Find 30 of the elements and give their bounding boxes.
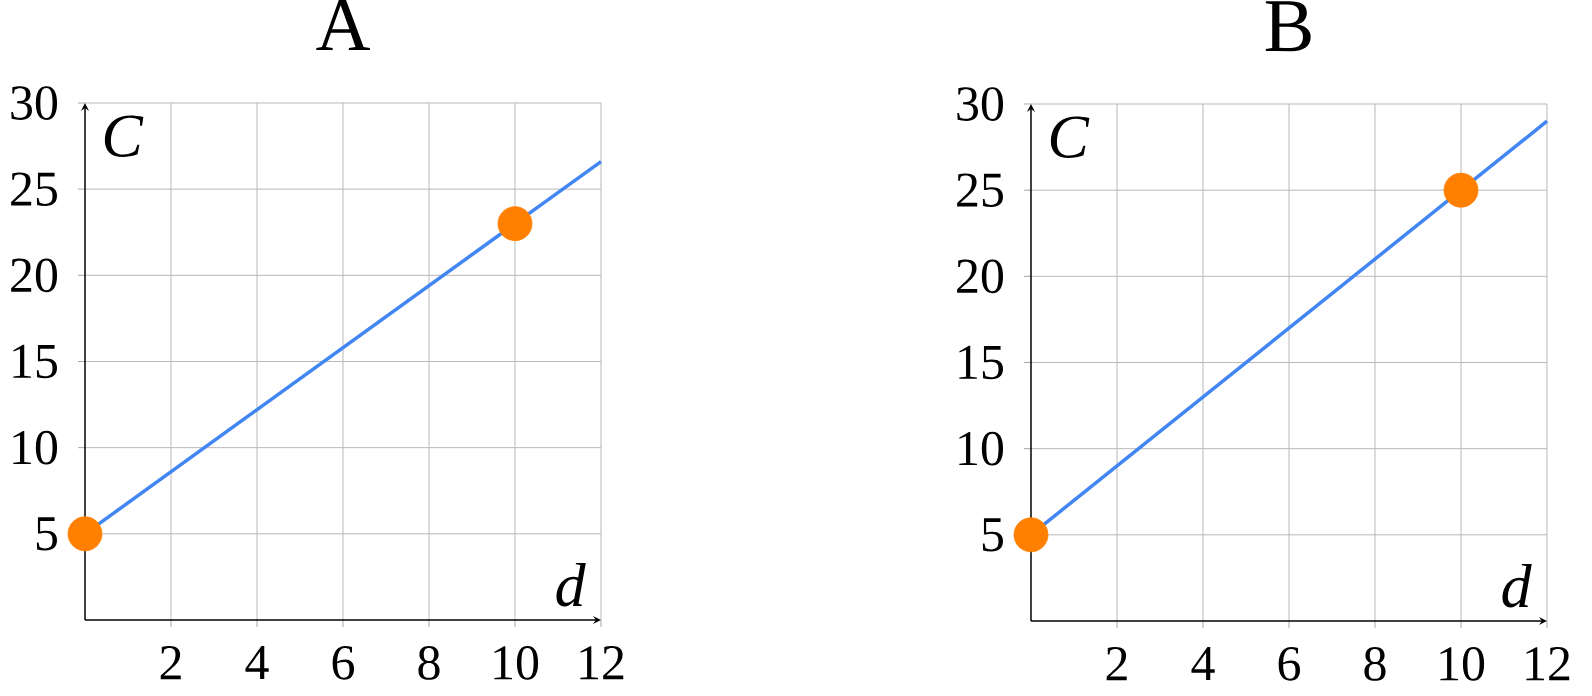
x-tick-label: 2 — [160, 646, 181, 680]
y-tick-label: 25 — [957, 173, 1003, 207]
x-axis-title: d — [1502, 563, 1532, 608]
x-tick-label: 12 — [1526, 647, 1570, 681]
y-tick-label: 15 — [959, 345, 1003, 380]
y-tick-label: 10 — [13, 430, 58, 465]
x-tick-label: 6 — [332, 646, 355, 680]
y-tick-label: 15 — [13, 344, 57, 379]
y-tick-label: 5 — [982, 518, 1003, 552]
x-tick-label: 8 — [1364, 647, 1386, 681]
chart-title: B — [1265, 1, 1311, 52]
y-tick-label: 25 — [11, 172, 57, 206]
x-axis-title: d — [556, 562, 586, 607]
chart-title: A — [316, 0, 370, 50]
x-tick-label: 12 — [580, 646, 624, 680]
y-tick-label: 5 — [36, 517, 57, 551]
x-tick-label: 10 — [494, 646, 539, 680]
x-tick-label: 4 — [245, 646, 269, 679]
x-tick-label: 2 — [1106, 647, 1127, 681]
y-tick-label: 30 — [11, 86, 58, 120]
y-axis-title: C — [1050, 116, 1090, 159]
x-tick-label: 6 — [1278, 647, 1301, 681]
x-tick-label: 10 — [1440, 647, 1485, 681]
y-axis-title: C — [104, 115, 144, 158]
y-tick-label: 10 — [959, 431, 1004, 466]
y-tick-label: 30 — [957, 87, 1004, 121]
x-tick-label: 4 — [1191, 647, 1215, 680]
y-tick-label: 20 — [11, 258, 58, 293]
y-tick-label: 20 — [957, 259, 1004, 294]
x-tick-label: 8 — [418, 646, 440, 680]
